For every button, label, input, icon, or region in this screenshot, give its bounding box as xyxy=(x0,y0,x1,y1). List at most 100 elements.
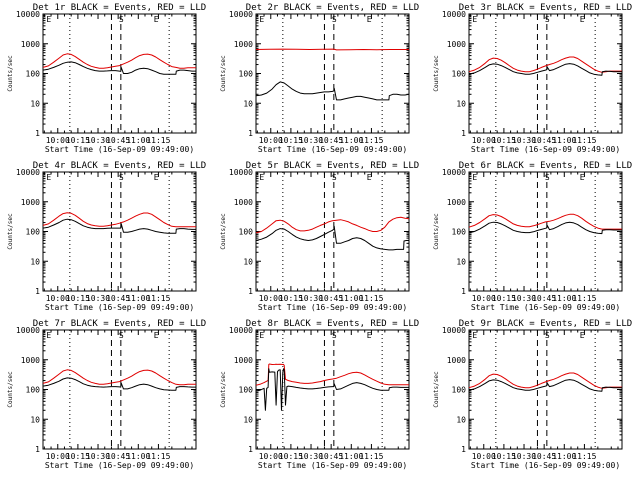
top-marker-label: E xyxy=(472,331,477,340)
plot-frame xyxy=(42,329,197,450)
x-tick-label: 10:45 xyxy=(106,294,130,303)
x-tick-label: 10:45 xyxy=(319,452,343,461)
y-tick-label: 100 xyxy=(239,386,254,395)
y-tick-label: 1 xyxy=(461,445,466,454)
panel-title: Det 6r BLACK = Events, RED = LLD xyxy=(459,161,632,171)
y-tick-label: 10 xyxy=(456,257,466,266)
top-marker-label: S xyxy=(119,173,124,182)
x-tick-label: 10:45 xyxy=(532,452,556,461)
x-axis-label: Start Time (16-Sep-09 09:49:00) xyxy=(258,303,407,312)
y-axis-label: Counts/sec xyxy=(433,371,440,408)
x-tick-label: 11:15 xyxy=(146,294,170,303)
y-axis-label: Counts/sec xyxy=(220,213,227,250)
y-tick-label: 1000 xyxy=(447,40,466,49)
y-tick-label: 10000 xyxy=(16,326,40,335)
series-line-lld xyxy=(42,212,196,228)
x-axis-label: Start Time (16-Sep-09 09:49:00) xyxy=(45,461,194,470)
y-tick-label: 10 xyxy=(243,257,253,266)
y-tick-label: 10 xyxy=(243,415,253,424)
x-tick-label: 11:00 xyxy=(552,452,576,461)
x-tick-label: 11:00 xyxy=(126,294,150,303)
x-tick-label: 11:00 xyxy=(339,294,363,303)
plot-frame xyxy=(255,329,410,450)
x-tick-label: 11:00 xyxy=(552,136,576,145)
y-tick-label: 10 xyxy=(243,99,253,108)
series-line-events xyxy=(255,81,410,101)
top-marker-label: S xyxy=(119,15,124,24)
x-tick-label: 10:00 xyxy=(472,136,496,145)
x-tick-label: 10:45 xyxy=(106,452,130,461)
x-axis-label: Start Time (16-Sep-09 09:49:00) xyxy=(471,145,620,154)
x-tick-label: 10:15 xyxy=(66,294,90,303)
top-marker-label: S xyxy=(545,331,550,340)
plot-frame xyxy=(42,13,197,134)
top-marker-label: E xyxy=(367,15,372,24)
y-tick-label: 1 xyxy=(461,287,466,296)
top-marker-label: E xyxy=(259,173,264,182)
x-tick-label: 10:15 xyxy=(279,136,303,145)
y-tick-label: 10000 xyxy=(229,168,253,177)
panel-det-2: Det 2r BLACK = Events, RED = LLD 1 10 100 10… xyxy=(220,3,419,154)
x-tick-label: 11:15 xyxy=(359,294,383,303)
x-tick-label: 10:15 xyxy=(279,294,303,303)
x-tick-label: 10:45 xyxy=(319,294,343,303)
top-marker-label: E xyxy=(46,15,51,24)
plot-frame xyxy=(255,171,410,292)
y-tick-label: 100 xyxy=(452,70,467,79)
x-tick-label: 10:00 xyxy=(259,452,283,461)
x-tick-label: 10:00 xyxy=(46,452,70,461)
panel-det-4: Det 4r BLACK = Events, RED = LLD 1 10 100 10… xyxy=(7,161,206,312)
series-line-events xyxy=(468,221,622,235)
x-tick-label: 10:45 xyxy=(319,136,343,145)
y-tick-label: 1 xyxy=(248,129,253,138)
plot-frame xyxy=(255,13,410,134)
x-tick-label: 10:30 xyxy=(512,136,536,145)
y-tick-label: 100 xyxy=(26,386,41,395)
panel-det-8: Det 8r BLACK = Events, RED = LLD 1 10 100 10… xyxy=(220,319,419,470)
y-tick-label: 1000 xyxy=(447,198,466,207)
top-marker-label: E xyxy=(259,15,264,24)
y-tick-label: 100 xyxy=(26,70,41,79)
y-tick-label: 100 xyxy=(26,228,41,237)
x-tick-label: 11:15 xyxy=(572,294,596,303)
x-tick-label: 10:15 xyxy=(279,452,303,461)
y-tick-label: 1 xyxy=(248,445,253,454)
y-tick-label: 10000 xyxy=(442,326,466,335)
y-axis-label: Counts/sec xyxy=(220,371,227,408)
panel-det-1: Det 1r BLACK = Events, RED = LLD 1 10 100 10… xyxy=(7,3,206,154)
panel-title: Det 9r BLACK = Events, RED = LLD xyxy=(459,319,632,329)
y-tick-label: 10000 xyxy=(16,168,40,177)
x-tick-label: 10:00 xyxy=(46,294,70,303)
panel-det-3: Det 3r BLACK = Events, RED = LLD 1 10 100 10… xyxy=(433,3,632,154)
x-tick-label: 11:15 xyxy=(146,136,170,145)
top-marker-label: E xyxy=(46,331,51,340)
panel-det-5: Det 5r BLACK = Events, RED = LLD 1 10 100 10… xyxy=(220,161,419,312)
series-line-lld xyxy=(42,369,196,386)
series-line-events xyxy=(42,61,196,75)
panel-title: Det 2r BLACK = Events, RED = LLD xyxy=(246,3,419,13)
y-tick-label: 1000 xyxy=(234,356,253,365)
x-tick-label: 10:15 xyxy=(492,136,516,145)
x-tick-label: 10:45 xyxy=(532,294,556,303)
panel-det-7: Det 7r BLACK = Events, RED = LLD 1 10 100 10… xyxy=(7,319,206,470)
x-tick-label: 11:15 xyxy=(359,452,383,461)
series-line-lld xyxy=(42,53,196,69)
x-tick-label: 10:15 xyxy=(492,294,516,303)
panel-det-6: Det 6r BLACK = Events, RED = LLD 1 10 100 10… xyxy=(433,161,632,312)
top-marker-label: E xyxy=(154,173,159,182)
panel-title: Det 7r BLACK = Events, RED = LLD xyxy=(33,319,206,329)
top-marker-label: S xyxy=(545,173,550,182)
series-line-lld xyxy=(468,213,622,230)
y-axis-label: Counts/sec xyxy=(433,213,440,250)
y-tick-label: 10000 xyxy=(229,326,253,335)
y-tick-label: 1 xyxy=(35,287,40,296)
x-tick-label: 10:45 xyxy=(106,136,130,145)
x-tick-label: 10:00 xyxy=(472,452,496,461)
series-line-lld xyxy=(255,216,410,234)
y-tick-label: 10000 xyxy=(16,10,40,19)
x-tick-label: 10:00 xyxy=(472,294,496,303)
series-line-events xyxy=(468,379,622,392)
x-tick-label: 11:15 xyxy=(359,136,383,145)
top-marker-label: E xyxy=(580,173,585,182)
top-marker-label: E xyxy=(367,331,372,340)
